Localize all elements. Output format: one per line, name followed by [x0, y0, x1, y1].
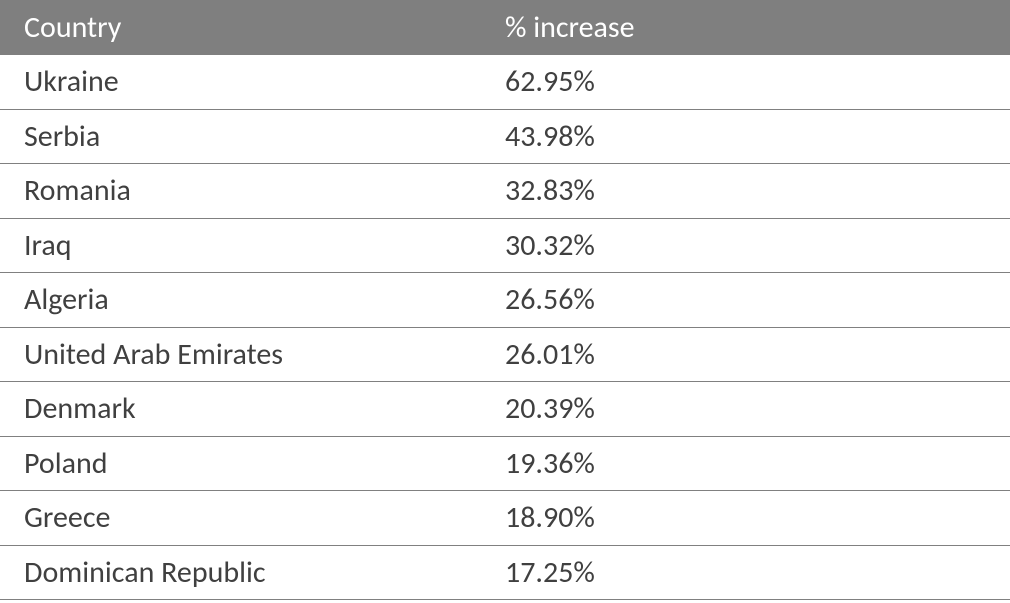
cell-value: 26.56% — [505, 273, 1010, 328]
cell-value: 26.01% — [505, 327, 1010, 382]
cell-country: Romania — [0, 164, 505, 219]
cell-value: 19.36% — [505, 436, 1010, 491]
cell-country: Denmark — [0, 382, 505, 437]
cell-country: Serbia — [0, 109, 505, 164]
cell-value: 62.95% — [505, 55, 1010, 109]
table-row: Iraq 30.32% — [0, 218, 1010, 273]
table-row: Poland 19.36% — [0, 436, 1010, 491]
cell-value: 32.83% — [505, 164, 1010, 219]
increase-by-country-table: Country % increase Ukraine 62.95% Serbia… — [0, 0, 1010, 600]
table-header-row: Country % increase — [0, 0, 1010, 55]
column-header-percent-increase: % increase — [505, 0, 1010, 55]
cell-country: Ukraine — [0, 55, 505, 109]
cell-country: Iraq — [0, 218, 505, 273]
table-row: Serbia 43.98% — [0, 109, 1010, 164]
cell-country: United Arab Emirates — [0, 327, 505, 382]
cell-value: 43.98% — [505, 109, 1010, 164]
cell-value: 30.32% — [505, 218, 1010, 273]
table-row: Algeria 26.56% — [0, 273, 1010, 328]
cell-value: 20.39% — [505, 382, 1010, 437]
table-row: Ukraine 62.95% — [0, 55, 1010, 109]
cell-country: Algeria — [0, 273, 505, 328]
cell-value: 17.25% — [505, 545, 1010, 600]
table-row: United Arab Emirates 26.01% — [0, 327, 1010, 382]
table-row: Denmark 20.39% — [0, 382, 1010, 437]
table-row: Dominican Republic 17.25% — [0, 545, 1010, 600]
data-table: Country % increase Ukraine 62.95% Serbia… — [0, 0, 1010, 600]
cell-value: 18.90% — [505, 491, 1010, 546]
column-header-country: Country — [0, 0, 505, 55]
cell-country: Poland — [0, 436, 505, 491]
table-row: Greece 18.90% — [0, 491, 1010, 546]
table-row: Romania 32.83% — [0, 164, 1010, 219]
cell-country: Greece — [0, 491, 505, 546]
cell-country: Dominican Republic — [0, 545, 505, 600]
